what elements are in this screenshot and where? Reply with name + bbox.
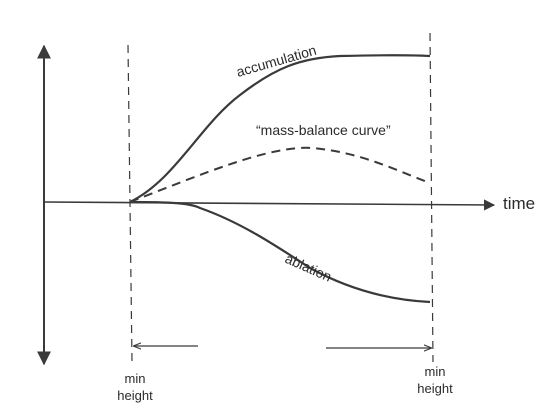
start-marker-line: [127, 44, 133, 363]
end-marker-label-line2: height: [417, 381, 453, 396]
ablation-curve: [129, 200, 431, 304]
mass-balance-curve: [129, 146, 431, 203]
start-marker-label-line2: height: [117, 388, 153, 403]
end-marker-line: [429, 32, 434, 363]
mass-balance-curve-label: “mass-balance curve”: [256, 122, 391, 138]
start-marker-label-line1: min: [125, 371, 146, 386]
end-marker-label-line1: min: [425, 364, 446, 379]
time-axis-label: time: [503, 194, 535, 213]
ablation-label: ablation: [283, 250, 334, 285]
time-axis: [43, 199, 496, 211]
accumulation-curve: [129, 54, 431, 203]
